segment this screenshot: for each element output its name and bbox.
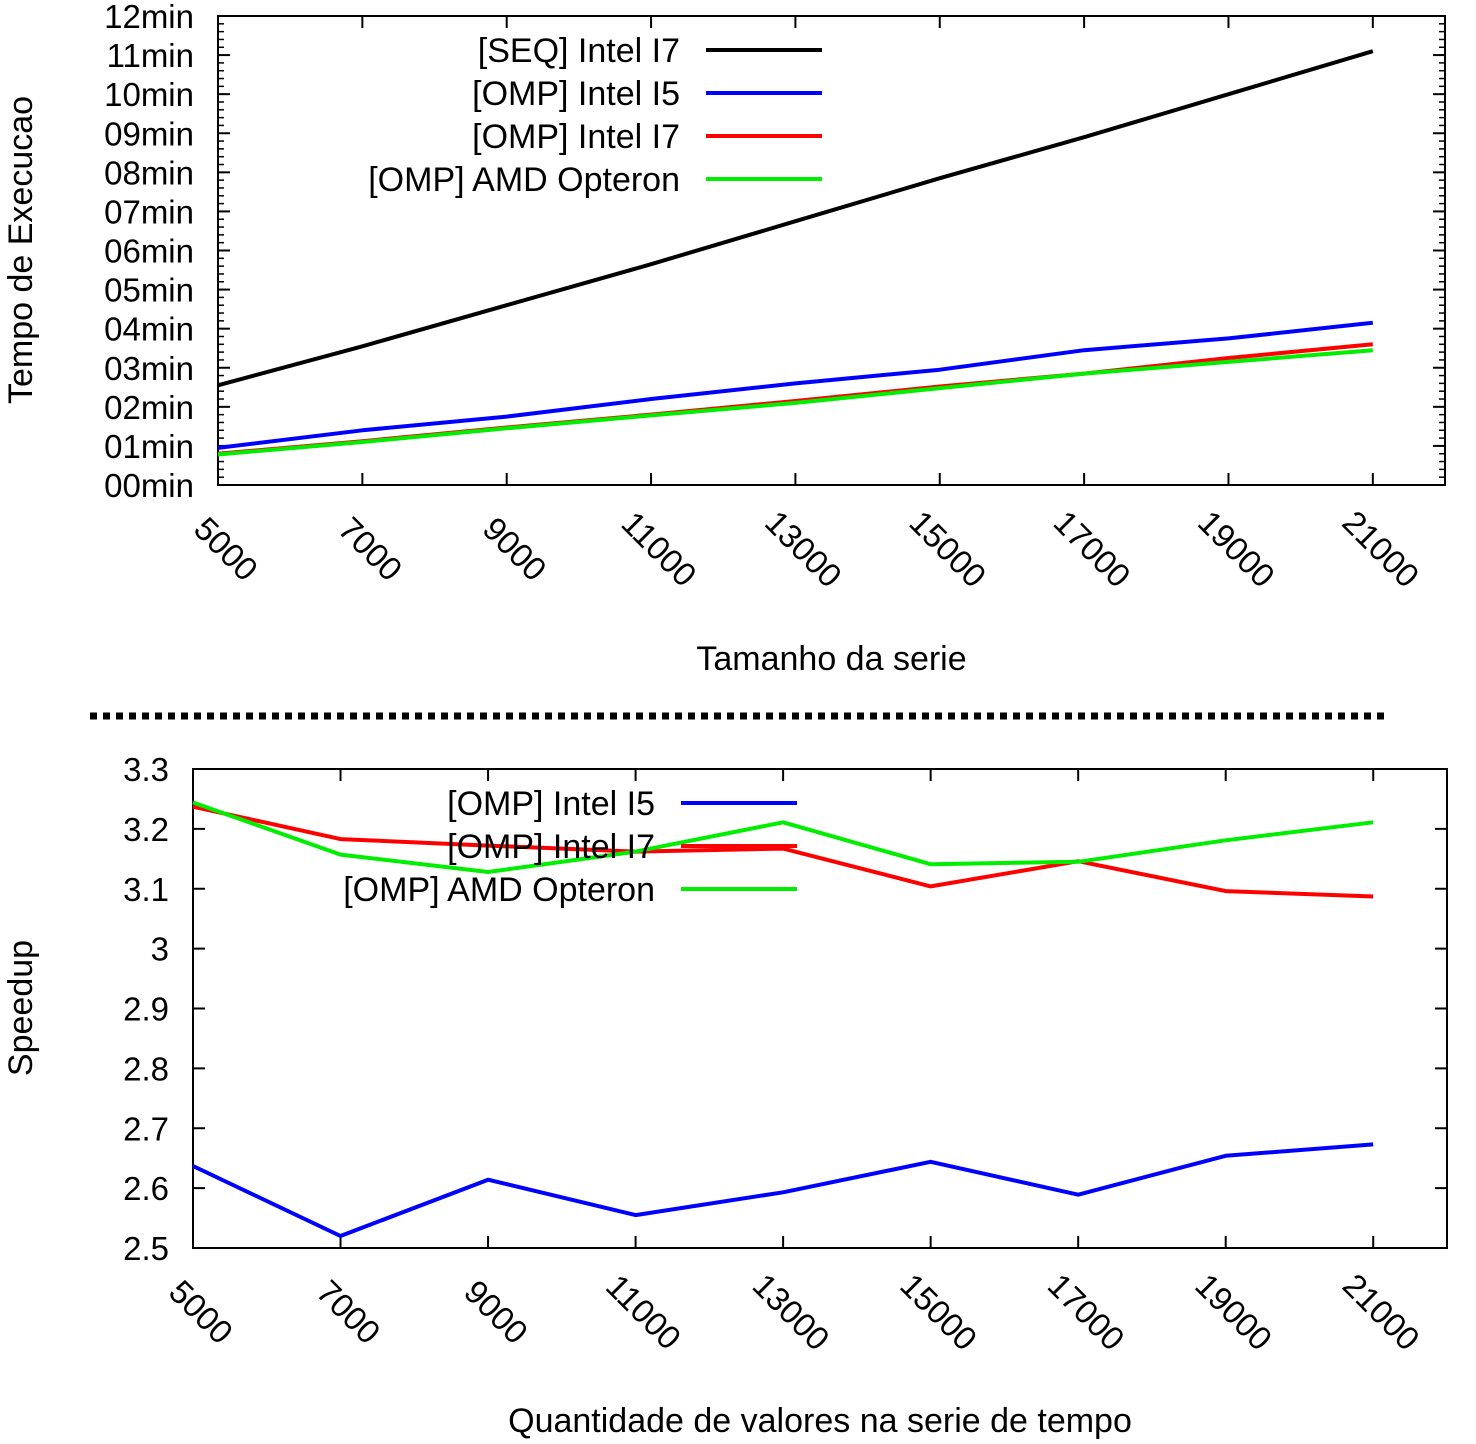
execution-time-chart: 00min01min02min03min04min05min06min07min… — [2, 0, 1446, 678]
time-x-tick-label: 15000 — [902, 503, 993, 594]
time-y-tick-label: 02min — [104, 389, 194, 426]
time-y-tick-label: 06min — [104, 233, 194, 270]
time-y-tick-label: 05min — [104, 272, 194, 309]
time-x-tick-label: 11000 — [615, 504, 704, 593]
speedup-y-tick-label: 3.2 — [123, 811, 169, 848]
time-x-axis-label: Tamanho da serie — [696, 640, 966, 678]
speedup-x-tick-label: 11000 — [599, 1267, 688, 1356]
speedup-x-tick-label: 9000 — [457, 1273, 535, 1351]
time-x-tick-label: 9000 — [476, 510, 554, 588]
time-legend-label-2: [OMP] Intel I5 — [472, 75, 680, 113]
time-y-tick-label: 12min — [104, 0, 194, 35]
time-y-tick-label: 11min — [107, 37, 194, 74]
time-y-tick-label: 10min — [104, 76, 194, 113]
speedup-y-tick-label: 3.1 — [123, 871, 169, 908]
speedup-legend-label-2: [OMP] Intel I7 — [447, 828, 655, 866]
time-y-tick-label: 08min — [104, 154, 194, 191]
time-y-tick-label: 01min — [104, 428, 194, 465]
time-y-tick-label: 04min — [104, 311, 194, 348]
speedup-y-tick-label: 2.5 — [123, 1230, 169, 1267]
time-y-tick-label: 09min — [104, 115, 194, 152]
speedup-x-tick-label: 19000 — [1188, 1266, 1279, 1357]
time-legend-label-4: [OMP] AMD Opteron — [368, 161, 680, 199]
speedup-x-tick-label: 13000 — [746, 1266, 837, 1357]
time-y-tick-label: 03min — [104, 350, 194, 387]
speedup-x-tick-label: 5000 — [162, 1273, 240, 1351]
time-legend-label-3: [OMP] Intel I7 — [472, 118, 680, 156]
speedup-x-tick-label: 21000 — [1336, 1266, 1427, 1357]
time-y-tick-label: 00min — [104, 467, 194, 504]
speedup-legend-label-1: [OMP] Intel I5 — [447, 785, 655, 823]
speedup-chart: 2.5 2.6 2.7 2.8 2.9 3 3.1 3.2 3.3 5000 7000 9000 110… — [2, 751, 1448, 1440]
speedup-y-tick-label: 3 — [151, 931, 169, 968]
speedup-series-line-1 — [192, 1142, 1374, 1238]
speedup-y-tick-label: 2.7 — [123, 1110, 169, 1147]
time-legend-label-1: [SEQ] Intel I7 — [478, 32, 680, 70]
time-series-line-1 — [217, 49, 1374, 388]
speedup-series-line-3 — [192, 800, 1374, 874]
time-x-tick-label: 7000 — [331, 510, 409, 588]
speedup-y-tick-label: 2.9 — [123, 991, 169, 1028]
time-series-line-4 — [217, 348, 1373, 457]
time-x-tick-label: 19000 — [1191, 503, 1282, 594]
time-x-tick-label: 5000 — [187, 510, 265, 588]
time-x-tick-label: 21000 — [1335, 503, 1426, 594]
speedup-x-tick-label: 17000 — [1041, 1266, 1132, 1357]
time-y-tick-label: 07min — [104, 193, 194, 230]
speedup-series-line-2 — [192, 804, 1374, 899]
time-x-tick-label: 13000 — [758, 503, 849, 594]
speedup-x-axis-label: Quantidade de valores na serie de tempo — [508, 1402, 1132, 1440]
time-x-tick-label: 17000 — [1047, 503, 1138, 594]
speedup-y-tick-label: 3.3 — [123, 751, 169, 788]
speedup-y-tick-label: 2.6 — [123, 1170, 169, 1207]
speedup-y-tick-label: 2.8 — [123, 1050, 169, 1087]
time-series-line-2 — [217, 320, 1374, 450]
time-y-axis-label: Tempo de Execucao — [2, 96, 40, 404]
speedup-x-tick-label: 15000 — [893, 1266, 984, 1357]
speedup-y-axis-label: Speedup — [2, 940, 40, 1076]
speedup-x-tick-label: 7000 — [310, 1273, 388, 1351]
speedup-legend-label-3: [OMP] AMD Opteron — [343, 871, 655, 909]
